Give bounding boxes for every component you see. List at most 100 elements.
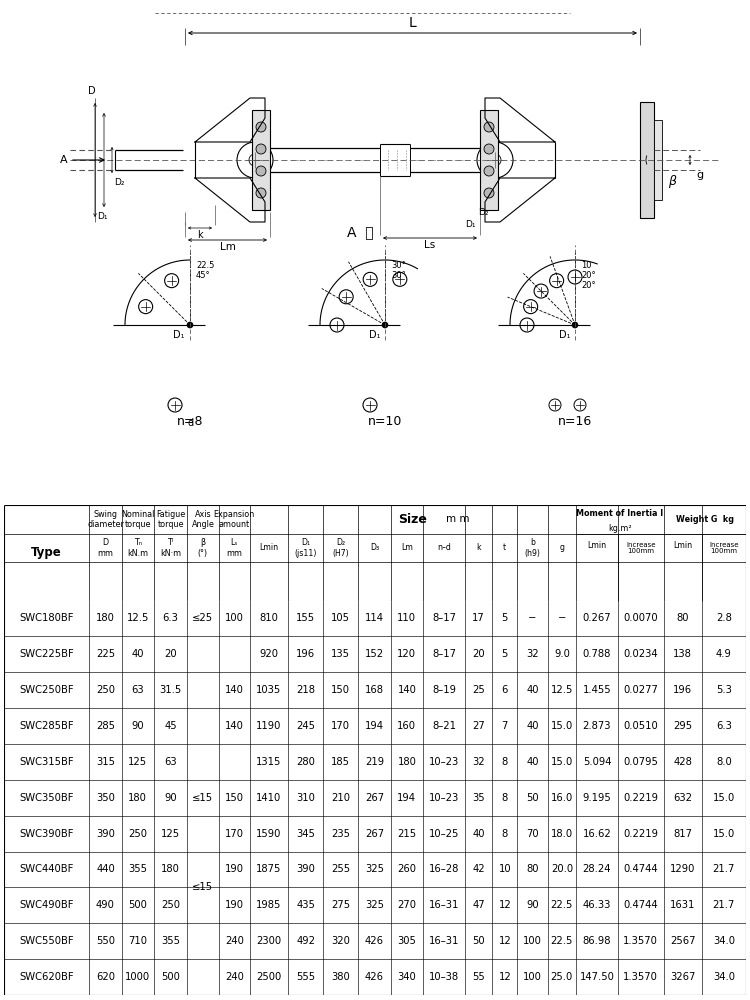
- Text: 6: 6: [502, 685, 508, 695]
- Text: 12.5: 12.5: [127, 613, 149, 623]
- Text: 194: 194: [365, 721, 384, 731]
- Text: A: A: [60, 155, 68, 165]
- Text: 250: 250: [128, 829, 147, 839]
- Text: 16–31: 16–31: [429, 900, 459, 910]
- Text: SWC390BF: SWC390BF: [20, 829, 74, 839]
- Text: 160: 160: [398, 721, 416, 731]
- Text: 20.0: 20.0: [550, 864, 573, 874]
- Text: 235: 235: [332, 829, 350, 839]
- Text: 267: 267: [365, 793, 384, 803]
- Text: 710: 710: [128, 936, 147, 946]
- Text: 190: 190: [225, 864, 244, 874]
- Text: SWC620BF: SWC620BF: [20, 972, 74, 982]
- Text: D₁: D₁: [173, 330, 185, 340]
- Text: 280: 280: [296, 757, 315, 767]
- Text: 340: 340: [398, 972, 416, 982]
- Text: 426: 426: [365, 936, 384, 946]
- Text: 110: 110: [398, 613, 416, 623]
- Text: 8–17: 8–17: [432, 613, 456, 623]
- Text: 16.0: 16.0: [550, 793, 573, 803]
- Text: m m: m m: [446, 514, 470, 524]
- Text: D₁
(js11): D₁ (js11): [295, 538, 316, 558]
- Text: g: g: [560, 543, 564, 552]
- Text: 125: 125: [161, 829, 180, 839]
- Text: 240: 240: [225, 972, 244, 982]
- Text: 90: 90: [526, 900, 538, 910]
- Text: 190: 190: [225, 900, 244, 910]
- Text: 5.3: 5.3: [716, 685, 732, 695]
- Text: 2567: 2567: [670, 936, 695, 946]
- Text: 27: 27: [472, 721, 485, 731]
- Text: 500: 500: [128, 900, 147, 910]
- Text: 140: 140: [225, 685, 244, 695]
- Text: 225: 225: [96, 649, 115, 659]
- Text: 10–25: 10–25: [429, 829, 459, 839]
- Text: 550: 550: [96, 936, 115, 946]
- Text: 40: 40: [526, 685, 538, 695]
- Text: 168: 168: [365, 685, 384, 695]
- Text: 325: 325: [365, 864, 384, 874]
- Text: 817: 817: [673, 829, 692, 839]
- Text: 63: 63: [131, 685, 144, 695]
- Text: n=10: n=10: [368, 415, 402, 428]
- Text: 50: 50: [526, 793, 538, 803]
- Bar: [654, 120, 662, 200]
- Text: 12: 12: [499, 972, 512, 982]
- Text: 5: 5: [502, 613, 508, 623]
- Text: 15.0: 15.0: [712, 829, 735, 839]
- Text: 1410: 1410: [256, 793, 281, 803]
- Circle shape: [484, 144, 494, 154]
- Text: Increase
100mm: Increase 100mm: [626, 542, 656, 554]
- Text: 355: 355: [161, 936, 180, 946]
- Text: 500: 500: [161, 972, 180, 982]
- Text: 170: 170: [225, 829, 244, 839]
- Text: 22.5: 22.5: [550, 936, 573, 946]
- Text: 55: 55: [472, 972, 485, 982]
- Text: D₁: D₁: [368, 330, 380, 340]
- Circle shape: [382, 322, 388, 328]
- Text: 1631: 1631: [670, 900, 695, 910]
- Text: SWC225BF: SWC225BF: [20, 649, 74, 659]
- Text: 555: 555: [296, 972, 315, 982]
- Text: 426: 426: [365, 972, 384, 982]
- Text: Tᴵ
kN·m: Tᴵ kN·m: [160, 538, 182, 558]
- Text: 138: 138: [673, 649, 692, 659]
- Text: k: k: [197, 230, 202, 240]
- Text: 492: 492: [296, 936, 315, 946]
- Text: 380: 380: [332, 972, 350, 982]
- Text: 270: 270: [398, 900, 416, 910]
- Text: t: t: [503, 543, 506, 552]
- Text: 1875: 1875: [256, 864, 282, 874]
- Text: 10–23: 10–23: [429, 757, 459, 767]
- Text: 70: 70: [526, 829, 538, 839]
- Text: Type: Type: [32, 546, 62, 559]
- Text: 80: 80: [526, 864, 538, 874]
- Text: 620: 620: [96, 972, 115, 982]
- Text: 0.2219: 0.2219: [623, 793, 658, 803]
- Text: 5.094: 5.094: [583, 757, 611, 767]
- Text: 1.3570: 1.3570: [623, 972, 658, 982]
- Text: 5: 5: [502, 649, 508, 659]
- Text: D₂: D₂: [114, 178, 125, 187]
- Text: D₁: D₁: [465, 220, 476, 229]
- Text: Weight G  kg: Weight G kg: [676, 515, 734, 524]
- Text: 428: 428: [673, 757, 692, 767]
- Text: 0.0070: 0.0070: [623, 613, 658, 623]
- Text: 152: 152: [365, 649, 384, 659]
- Text: D₁: D₁: [559, 330, 570, 340]
- Text: 147.50: 147.50: [580, 972, 614, 982]
- Text: 45: 45: [164, 721, 177, 731]
- Text: 20: 20: [472, 649, 485, 659]
- Text: 20°: 20°: [581, 270, 596, 279]
- Text: 196: 196: [296, 649, 315, 659]
- Text: 8: 8: [502, 829, 508, 839]
- Text: 310: 310: [296, 793, 315, 803]
- Text: 260: 260: [398, 864, 416, 874]
- Text: Lm: Lm: [401, 543, 412, 552]
- Text: 120: 120: [398, 649, 416, 659]
- Text: 16–31: 16–31: [429, 936, 459, 946]
- Bar: [480, 110, 498, 210]
- Text: D₃: D₃: [370, 543, 379, 552]
- Text: 21.7: 21.7: [712, 864, 735, 874]
- Text: 490: 490: [96, 900, 115, 910]
